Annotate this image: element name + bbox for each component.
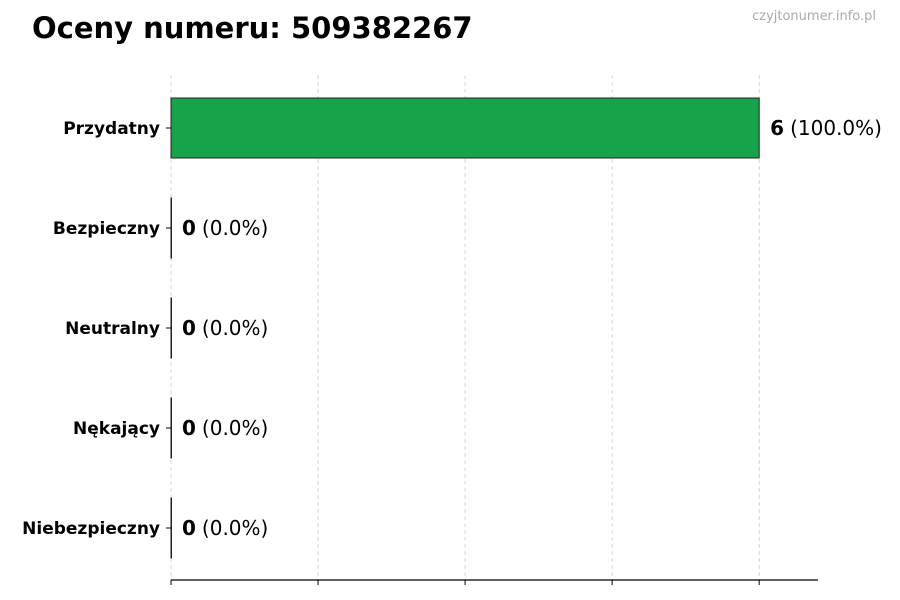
data-label: 0 (0.0%): [182, 316, 268, 340]
y-tick-label: Nękający: [73, 419, 160, 439]
bar: [170, 297, 172, 359]
y-tick-label: Neutralny: [65, 319, 160, 339]
data-label: 0 (0.0%): [182, 416, 268, 440]
data-label-percent: (100.0%): [790, 116, 882, 140]
bar: [170, 397, 172, 459]
data-label-percent: (0.0%): [202, 216, 268, 240]
data-label: 6 (100.0%): [770, 116, 882, 140]
data-label-percent: (0.0%): [202, 416, 268, 440]
y-tick-label: Bezpieczny: [53, 219, 160, 239]
watermark: czyjtonumer.info.pl: [752, 9, 876, 24]
data-label-percent: (0.0%): [202, 516, 268, 540]
data-label-value: 6: [770, 116, 784, 140]
y-tick-label: Przydatny: [63, 119, 160, 139]
data-label-value: 0: [182, 316, 196, 340]
bar: [170, 197, 172, 259]
data-label: 0 (0.0%): [182, 216, 268, 240]
data-label-value: 0: [182, 416, 196, 440]
bar: [170, 497, 172, 559]
y-tick-label: Niebezpieczny: [22, 519, 160, 539]
data-label: 0 (0.0%): [182, 516, 268, 540]
data-label-percent: (0.0%): [202, 316, 268, 340]
data-label-value: 0: [182, 516, 196, 540]
bar: [170, 97, 760, 159]
chart-title: Oceny numeru: 509382267: [32, 11, 473, 45]
data-label-value: 0: [182, 216, 196, 240]
